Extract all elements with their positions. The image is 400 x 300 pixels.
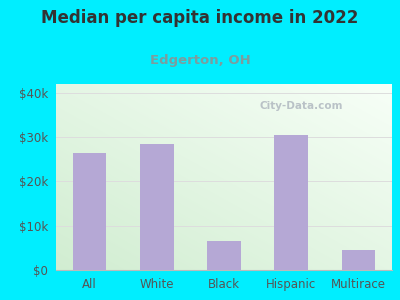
Bar — [73, 153, 106, 270]
Bar — [207, 241, 241, 270]
Bar — [140, 144, 174, 270]
Bar — [342, 250, 375, 270]
Text: City-Data.com: City-Data.com — [260, 101, 343, 111]
Bar — [274, 135, 308, 270]
Text: Median per capita income in 2022: Median per capita income in 2022 — [41, 9, 359, 27]
Text: Edgerton, OH: Edgerton, OH — [150, 54, 250, 67]
